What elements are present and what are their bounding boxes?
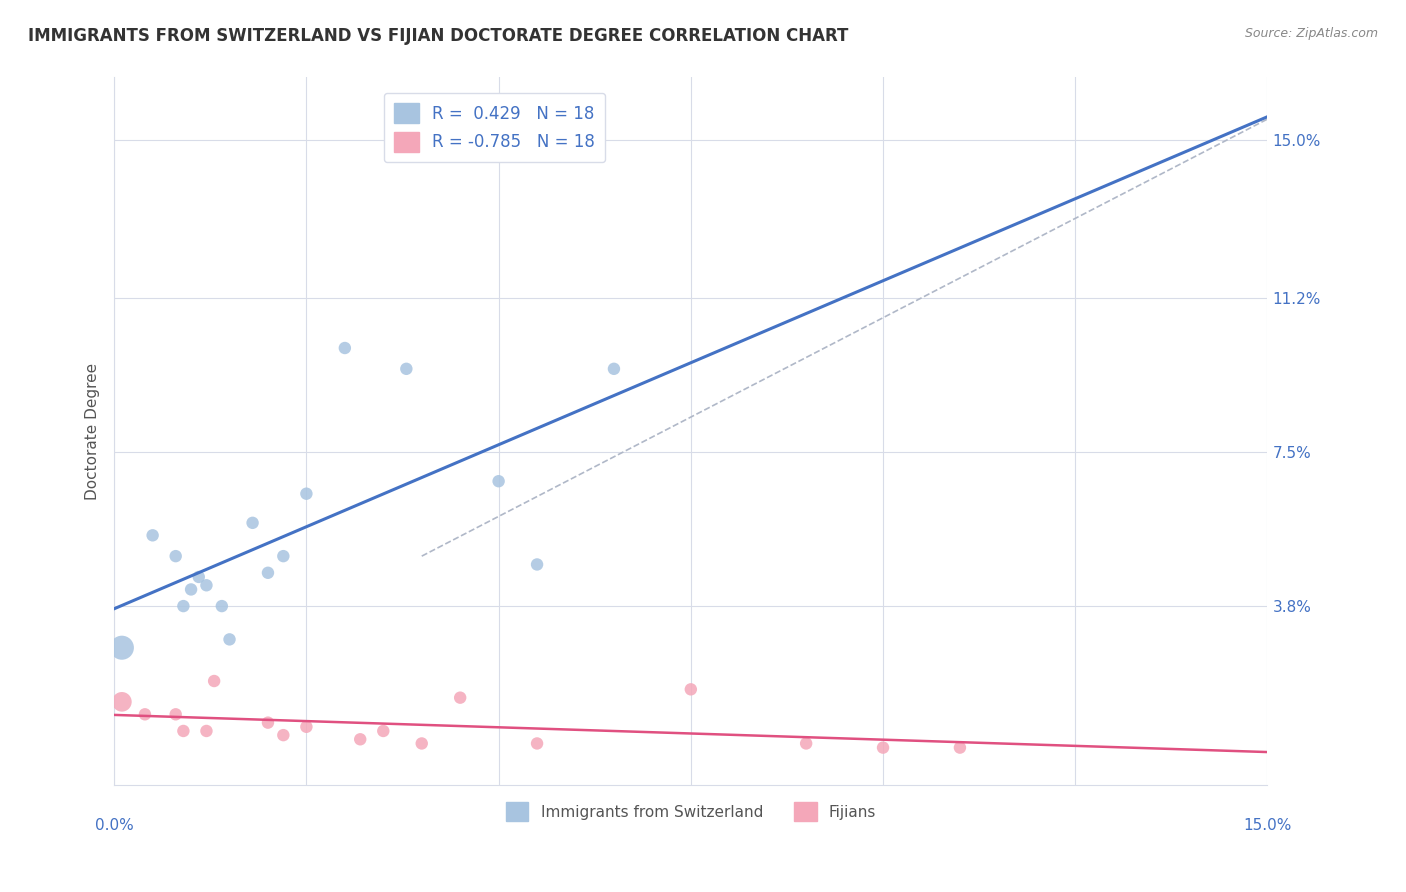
Point: [295, 720, 318, 734]
Point: [211, 599, 233, 613]
Point: [142, 528, 165, 542]
Point: [165, 549, 187, 563]
Point: [411, 736, 433, 750]
Point: [180, 582, 202, 597]
Point: [202, 673, 225, 688]
Text: 0.0%: 0.0%: [94, 818, 134, 833]
Point: [449, 690, 471, 705]
Point: [195, 578, 218, 592]
Point: [295, 486, 318, 500]
Point: [488, 474, 510, 488]
Point: [273, 728, 295, 742]
Point: [395, 361, 418, 376]
Point: [526, 558, 548, 572]
Y-axis label: Doctorate Degree: Doctorate Degree: [86, 363, 100, 500]
Point: [195, 723, 218, 738]
Point: [794, 736, 817, 750]
Text: 15.0%: 15.0%: [1243, 818, 1292, 833]
Point: [257, 566, 280, 580]
Point: [949, 740, 972, 755]
Point: [603, 361, 626, 376]
Legend: Immigrants from Switzerland, Fijians: Immigrants from Switzerland, Fijians: [499, 797, 882, 827]
Point: [333, 341, 356, 355]
Point: [218, 632, 240, 647]
Point: [187, 570, 209, 584]
Point: [111, 695, 134, 709]
Point: [679, 682, 702, 697]
Point: [273, 549, 295, 563]
Point: [165, 707, 187, 722]
Point: [111, 640, 134, 655]
Point: [526, 736, 548, 750]
Point: [872, 740, 894, 755]
Point: [349, 732, 371, 747]
Point: [172, 599, 194, 613]
Point: [373, 723, 395, 738]
Point: [134, 707, 156, 722]
Point: [257, 715, 280, 730]
Point: [242, 516, 264, 530]
Point: [172, 723, 194, 738]
Text: IMMIGRANTS FROM SWITZERLAND VS FIJIAN DOCTORATE DEGREE CORRELATION CHART: IMMIGRANTS FROM SWITZERLAND VS FIJIAN DO…: [28, 27, 848, 45]
Text: Source: ZipAtlas.com: Source: ZipAtlas.com: [1244, 27, 1378, 40]
